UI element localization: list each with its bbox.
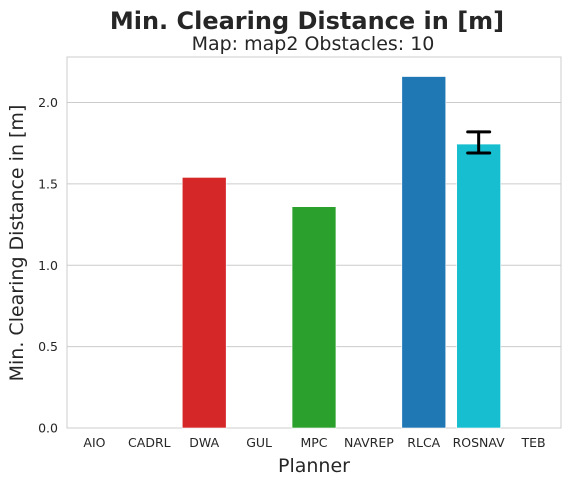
bar-mpc <box>291 206 337 429</box>
error-bars <box>466 130 492 155</box>
chart-title: Min. Clearing Distance in [m] <box>110 7 504 35</box>
chart-subtitle: Map: map2 Obstacles: 10 <box>192 33 435 55</box>
x-tick-label: NAVREP <box>344 435 394 450</box>
x-tick-label: MPC <box>300 435 327 450</box>
x-axis-label: Planner <box>278 455 350 477</box>
x-tick-label: GUL <box>246 435 272 450</box>
bars <box>181 76 501 429</box>
y-tick-label: 1.0 <box>38 258 58 273</box>
x-tick-label: DWA <box>189 435 219 450</box>
x-tick-label: AIO <box>83 435 105 450</box>
bar-rlca <box>401 76 447 429</box>
bar-dwa <box>181 177 227 429</box>
y-axis-label: Min. Clearing Distance in [m] <box>6 105 28 382</box>
y-tick-label: 0.5 <box>38 339 58 354</box>
y-tick-label: 2.0 <box>38 95 58 110</box>
bar-rosnav <box>456 143 501 429</box>
y-tick-label: 0.0 <box>38 421 58 436</box>
x-tick-label: RLCA <box>407 435 440 450</box>
y-tick-label: 1.5 <box>38 176 58 191</box>
x-axis-tick-labels: AIO CADRL DWA GUL MPC NAVREP RLCA ROSNAV TEB <box>83 435 545 450</box>
x-tick-label: CADRL <box>128 435 171 450</box>
y-axis-tick-labels: 0.0 0.5 1.0 1.5 2.0 <box>38 95 58 435</box>
x-tick-label: TEB <box>521 435 546 450</box>
error-bar-rosnav <box>466 130 492 155</box>
x-tick-label: ROSNAV <box>453 435 506 450</box>
